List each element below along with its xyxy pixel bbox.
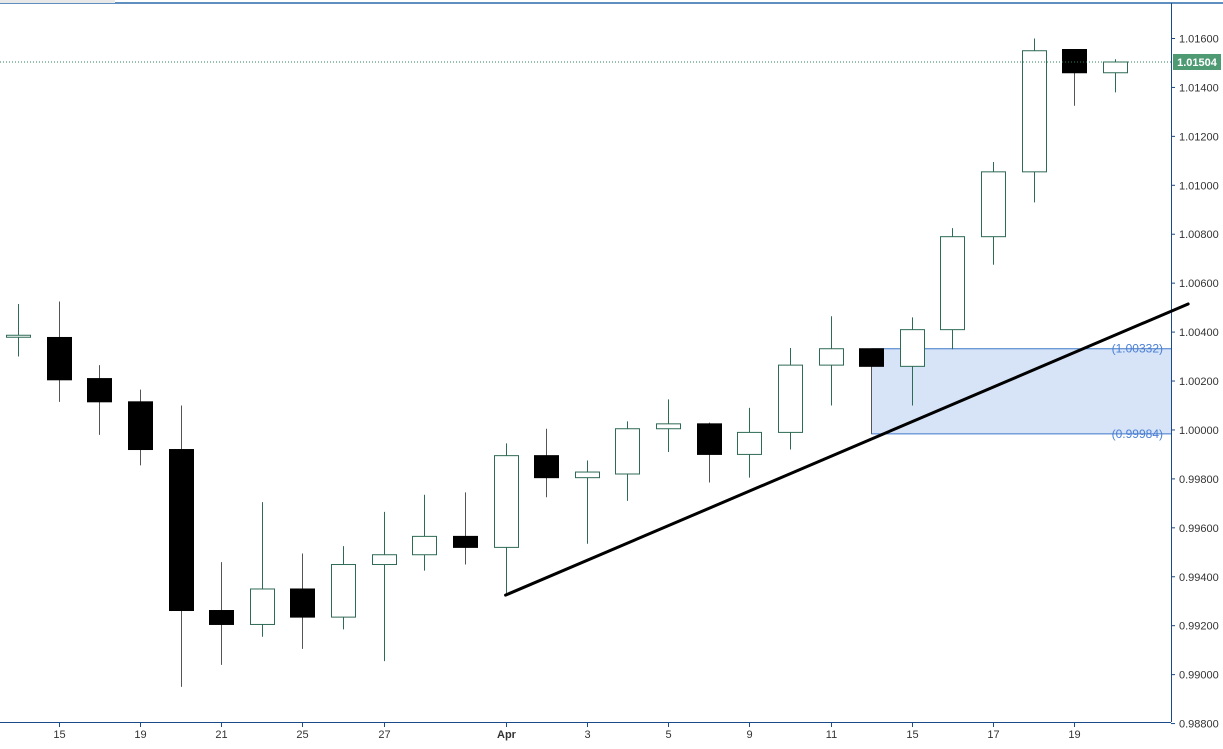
candle-body-down [453,535,478,548]
y-tick-label: 1.00600 [1179,278,1219,290]
candle-body-down [47,336,72,381]
candle [737,407,762,478]
last-price-indicator: 1.01504 [0,53,1221,70]
candle [981,162,1006,265]
candle [209,562,234,665]
candle-body-down [697,423,722,455]
candle [1062,49,1087,106]
candle-body-up [656,423,681,430]
y-tick-label: 0.99200 [1179,621,1219,633]
candle-body-down [87,378,112,403]
candle [372,511,397,662]
y-tick-label: 1.01200 [1179,131,1219,143]
candle [250,502,275,637]
y-axis[interactable]: 1.01600 1.01400 1.01200 1.01000 1.00800 1.006… [1171,34,1219,731]
x-tick-label: 17 [987,729,999,741]
y-tick-label: 1.00800 [1179,229,1219,241]
x-tick-label: 27 [378,729,390,741]
y-tick-label: 1.01000 [1179,180,1219,192]
candle [859,348,884,434]
candle [290,553,315,649]
candle-body-up [900,329,925,367]
zone-top-label: (1.00332) [1112,342,1163,356]
candle [169,405,194,687]
candle-body-up [250,588,275,625]
candle [1022,38,1047,203]
candle-body-up [615,428,640,475]
candles [6,38,1128,687]
candle [453,492,478,565]
candle-body-up [1103,61,1128,74]
candle [331,546,356,630]
x-tick-label: 3 [584,729,590,741]
candle [128,389,153,466]
y-tick-label: 1.01600 [1179,34,1219,46]
candle-body-up [372,554,397,566]
candle-body-down [169,449,194,612]
candle [534,428,559,498]
trendline[interactable] [504,302,1190,597]
candle [656,399,681,452]
last-price-label: 1.01504 [1177,57,1218,69]
candle-body-up [981,171,1006,238]
candle [697,422,722,483]
candle [819,316,844,406]
candle-body-up [331,564,356,618]
candle [940,228,965,350]
candle-body-up [819,348,844,366]
x-tick-label: 9 [746,729,752,741]
candle-body-up [412,535,437,556]
zone-bottom-label: (0.99984) [1112,427,1163,441]
candle [1103,59,1128,93]
candle-body-up [1022,50,1047,173]
y-tick-label: 0.99000 [1179,670,1219,682]
candle [87,365,112,435]
candle [6,303,31,357]
trendline-stroke[interactable] [504,302,1190,597]
candle-body-up [6,334,31,338]
candle [494,443,519,594]
candle-body-down [859,348,884,367]
x-tick-label: 21 [215,729,227,741]
candle-body-up [778,364,803,433]
y-tick-label: 0.99600 [1179,523,1219,535]
y-tick-label: 1.00000 [1179,425,1219,437]
candle-body-up [494,455,519,548]
x-tick-label: 19 [134,729,146,741]
x-tick-label: 19 [1068,729,1080,741]
top-tab-stub [0,0,115,3]
x-axis[interactable]: 15 19 21 25 27 Apr 3 5 9 11 15 17 19 [53,722,1081,741]
last-price-tag [1173,53,1221,70]
candle [47,301,72,402]
candle-body-down [209,610,234,625]
y-tick-label: 1.00400 [1179,327,1219,339]
candle-body-down [534,455,559,479]
y-tick-label: 1.01400 [1179,82,1219,94]
candle [575,460,600,544]
x-tick-label: 11 [826,729,837,741]
y-tick-label: 1.00200 [1179,376,1219,388]
candle-body-up [940,236,965,331]
candle-body-down [290,588,315,618]
candle-body-up [575,471,600,479]
x-tick-label: Apr [497,729,517,741]
x-tick-label: 15 [53,729,65,741]
x-tick-label: 25 [296,729,308,741]
candle-body-up [737,431,762,455]
candle [615,421,640,501]
candle [412,494,437,571]
candle-body-down [128,401,153,451]
candle-body-down [1062,49,1087,74]
x-tick-label: 15 [906,729,918,741]
candle [778,347,803,450]
candle [900,317,925,406]
y-tick-label: 0.99800 [1179,474,1219,486]
x-tick-label: 5 [665,729,671,741]
y-tick-label: 0.99400 [1179,572,1219,584]
y-tick-label: 0.98800 [1179,719,1219,731]
